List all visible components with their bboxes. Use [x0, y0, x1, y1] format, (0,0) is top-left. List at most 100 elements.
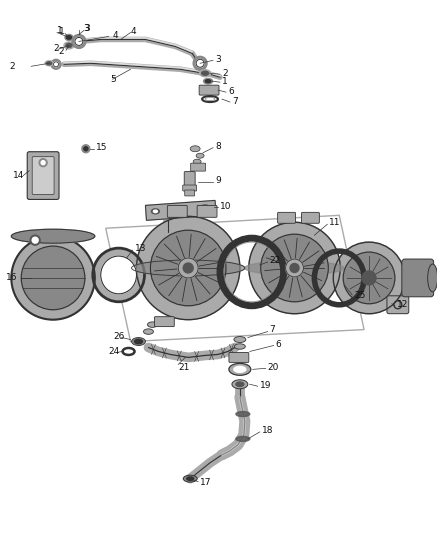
Ellipse shape — [193, 159, 201, 164]
Text: 7: 7 — [232, 96, 238, 106]
Ellipse shape — [131, 260, 245, 276]
FancyBboxPatch shape — [155, 317, 174, 327]
Ellipse shape — [200, 70, 211, 77]
Text: 25: 25 — [354, 292, 366, 300]
Circle shape — [84, 147, 88, 151]
Circle shape — [21, 246, 85, 310]
Circle shape — [32, 237, 38, 243]
Ellipse shape — [101, 256, 137, 294]
FancyBboxPatch shape — [167, 205, 187, 217]
Ellipse shape — [45, 61, 53, 66]
Circle shape — [178, 258, 198, 278]
Ellipse shape — [131, 337, 145, 345]
Circle shape — [196, 59, 204, 67]
Text: 1: 1 — [222, 77, 228, 86]
Circle shape — [11, 236, 95, 320]
Circle shape — [183, 263, 193, 273]
Ellipse shape — [187, 477, 194, 480]
Text: 2: 2 — [53, 44, 59, 53]
Ellipse shape — [427, 264, 438, 292]
Text: 1: 1 — [59, 27, 65, 36]
Text: 5: 5 — [111, 75, 117, 84]
Ellipse shape — [236, 411, 250, 417]
Circle shape — [286, 259, 304, 277]
Ellipse shape — [153, 210, 157, 213]
Circle shape — [150, 230, 226, 306]
FancyBboxPatch shape — [185, 190, 194, 196]
Ellipse shape — [203, 206, 207, 208]
Text: 6: 6 — [276, 340, 281, 349]
Ellipse shape — [236, 437, 250, 441]
FancyBboxPatch shape — [191, 163, 205, 171]
Text: 19: 19 — [260, 381, 271, 390]
Text: 17: 17 — [200, 478, 212, 487]
Ellipse shape — [232, 380, 248, 389]
Ellipse shape — [152, 209, 159, 214]
Text: 8: 8 — [215, 142, 221, 151]
Circle shape — [82, 145, 90, 153]
Text: 3: 3 — [84, 24, 90, 33]
Text: 4: 4 — [131, 27, 136, 36]
Ellipse shape — [229, 364, 251, 375]
Ellipse shape — [134, 340, 142, 344]
Circle shape — [193, 56, 207, 70]
Text: 13: 13 — [134, 244, 146, 253]
Circle shape — [51, 59, 61, 69]
Ellipse shape — [234, 336, 246, 343]
Ellipse shape — [234, 366, 246, 373]
Circle shape — [343, 252, 395, 304]
FancyBboxPatch shape — [278, 212, 296, 223]
Ellipse shape — [196, 153, 204, 158]
Ellipse shape — [183, 475, 197, 482]
Text: 6: 6 — [228, 87, 234, 95]
Ellipse shape — [65, 35, 73, 41]
FancyBboxPatch shape — [199, 85, 219, 95]
Ellipse shape — [205, 80, 211, 83]
FancyBboxPatch shape — [184, 172, 195, 188]
Circle shape — [249, 222, 340, 314]
Circle shape — [75, 37, 83, 45]
Circle shape — [41, 160, 45, 165]
Text: 21: 21 — [178, 363, 190, 372]
Ellipse shape — [245, 261, 344, 275]
Ellipse shape — [46, 62, 52, 65]
Text: 16: 16 — [7, 273, 18, 282]
FancyBboxPatch shape — [301, 212, 319, 223]
Ellipse shape — [236, 382, 244, 386]
Text: 11: 11 — [329, 218, 341, 227]
Circle shape — [72, 35, 86, 49]
FancyBboxPatch shape — [183, 185, 197, 191]
Text: 18: 18 — [262, 426, 273, 435]
Circle shape — [39, 159, 47, 167]
Ellipse shape — [234, 344, 245, 349]
Ellipse shape — [66, 43, 72, 47]
Text: 20: 20 — [268, 363, 279, 372]
Ellipse shape — [93, 248, 145, 302]
Text: 7: 7 — [270, 325, 276, 334]
Polygon shape — [145, 200, 216, 220]
Text: 1: 1 — [57, 26, 63, 35]
Text: 2: 2 — [58, 47, 64, 56]
Text: 24: 24 — [109, 347, 120, 356]
Circle shape — [30, 235, 40, 245]
Text: 9: 9 — [215, 176, 221, 185]
Circle shape — [137, 216, 240, 320]
Text: 2: 2 — [10, 62, 15, 71]
Circle shape — [362, 271, 376, 285]
Ellipse shape — [190, 146, 200, 152]
Text: 4: 4 — [113, 31, 118, 40]
Ellipse shape — [201, 205, 209, 210]
FancyBboxPatch shape — [229, 352, 249, 362]
Text: 3: 3 — [215, 55, 221, 64]
FancyBboxPatch shape — [27, 152, 59, 199]
Text: 10: 10 — [220, 202, 232, 211]
Text: 22: 22 — [270, 255, 281, 264]
FancyBboxPatch shape — [402, 259, 434, 297]
Text: 3: 3 — [83, 24, 88, 33]
FancyBboxPatch shape — [32, 157, 54, 195]
Text: 15: 15 — [96, 143, 107, 152]
Text: 12: 12 — [397, 300, 408, 309]
Circle shape — [53, 62, 59, 67]
Text: 14: 14 — [13, 171, 25, 180]
Text: 26: 26 — [114, 332, 125, 341]
